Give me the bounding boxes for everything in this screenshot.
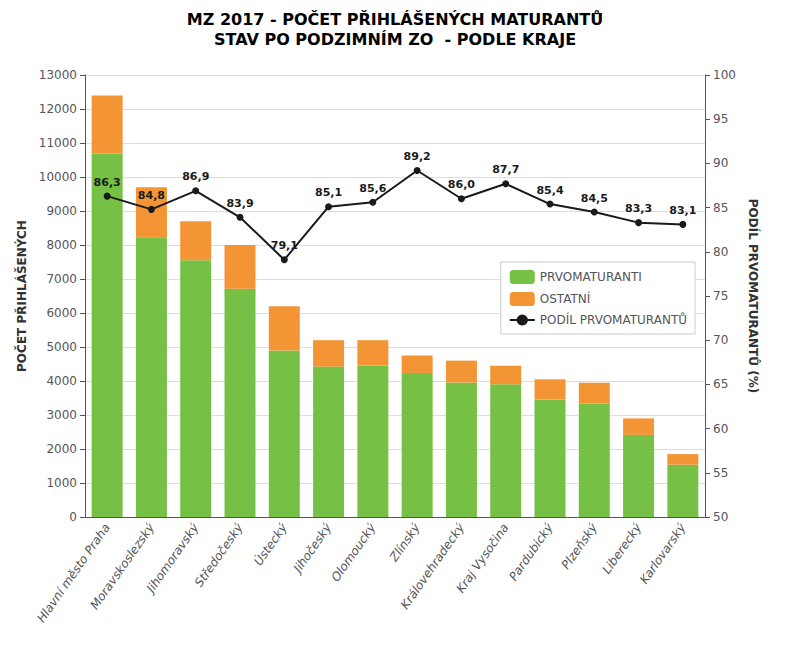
svg-text:Pardubický: Pardubický [506, 520, 556, 583]
svg-text:85,4: 85,4 [536, 184, 563, 197]
svg-text:Karlovarský: Karlovarský [637, 520, 689, 586]
svg-text:Olomoucký: Olomoucký [328, 520, 379, 584]
svg-text:80: 80 [713, 245, 728, 259]
svg-text:75: 75 [713, 289, 728, 303]
svg-text:86,9: 86,9 [182, 170, 209, 183]
svg-text:Ústecký: Ústecký [250, 520, 290, 568]
svg-text:OSTATNÍ: OSTATNÍ [540, 291, 591, 306]
svg-text:95: 95 [713, 112, 728, 126]
svg-text:13000: 13000 [39, 68, 77, 82]
svg-text:86,3: 86,3 [94, 176, 121, 189]
svg-text:8000: 8000 [46, 238, 77, 252]
svg-text:10000: 10000 [39, 170, 77, 184]
svg-text:2000: 2000 [46, 442, 77, 456]
svg-text:Zlínský: Zlínský [386, 520, 423, 565]
svg-text:6000: 6000 [46, 306, 77, 320]
svg-text:12000: 12000 [39, 102, 77, 116]
svg-text:60: 60 [713, 422, 728, 436]
svg-text:9000: 9000 [46, 204, 77, 218]
svg-text:7000: 7000 [46, 272, 77, 286]
svg-text:87,7: 87,7 [492, 163, 519, 176]
svg-text:POČET PŘIHLÁŠENÝCH: POČET PŘIHLÁŠENÝCH [14, 220, 29, 372]
svg-text:84,5: 84,5 [581, 192, 608, 205]
svg-text:83,3: 83,3 [625, 202, 652, 215]
svg-text:85: 85 [713, 201, 728, 215]
svg-text:83,9: 83,9 [226, 197, 253, 210]
svg-text:PODÍL PRVOMATURANTŮ: PODÍL PRVOMATURANTŮ [540, 312, 687, 327]
svg-text:3000: 3000 [46, 408, 77, 422]
svg-text:Jihomoravský: Jihomoravský [143, 520, 202, 596]
svg-text:86,0: 86,0 [448, 178, 475, 191]
svg-text:55: 55 [713, 466, 728, 480]
svg-text:PRVOMATURANTI: PRVOMATURANTI [540, 270, 642, 284]
svg-text:STAV PO PODZIMNÍM ZO - PODLE: STAV PO PODZIMNÍM ZO - PODLE KRAJE [214, 30, 576, 49]
svg-text:90: 90 [713, 156, 728, 170]
svg-text:PODÍL PRVOMATURANTŮ (%): PODÍL PRVOMATURANTŮ (%) [746, 199, 761, 393]
svg-text:50: 50 [713, 510, 728, 524]
svg-text:85,6: 85,6 [359, 182, 386, 195]
svg-text:Jihočeský: Jihočeský [289, 520, 334, 576]
svg-text:70: 70 [713, 333, 728, 347]
svg-text:83,1: 83,1 [669, 204, 696, 217]
svg-text:65: 65 [713, 377, 728, 391]
svg-text:89,2: 89,2 [404, 150, 431, 163]
svg-text:Moravskoslezský: Moravskoslezský [88, 520, 158, 612]
svg-text:0: 0 [69, 510, 77, 524]
svg-text:Hlavní město Praha: Hlavní město Praha [34, 521, 113, 625]
svg-text:1000: 1000 [46, 476, 77, 490]
svg-text:Kraj Vysočina: Kraj Vysočina [453, 521, 511, 595]
svg-text:11000: 11000 [39, 136, 77, 150]
svg-text:5000: 5000 [46, 340, 77, 354]
svg-text:Liberecký: Liberecký [600, 520, 645, 576]
svg-text:84,8: 84,8 [138, 189, 165, 202]
svg-text:4000: 4000 [46, 374, 77, 388]
svg-text:Plzeňský: Plzeňský [559, 520, 601, 571]
svg-text:79,1: 79,1 [271, 239, 298, 252]
svg-text:MZ 2017 - POČET PŘIHLÁŠENÝCH M: MZ 2017 - POČET PŘIHLÁŠENÝCH MATURANTŮ [187, 10, 603, 29]
svg-text:Královehradecký: Královehradecký [398, 520, 468, 611]
svg-text:Středočeský: Středočeský [192, 520, 246, 589]
svg-text:100: 100 [713, 68, 736, 82]
svg-text:85,1: 85,1 [315, 186, 342, 199]
